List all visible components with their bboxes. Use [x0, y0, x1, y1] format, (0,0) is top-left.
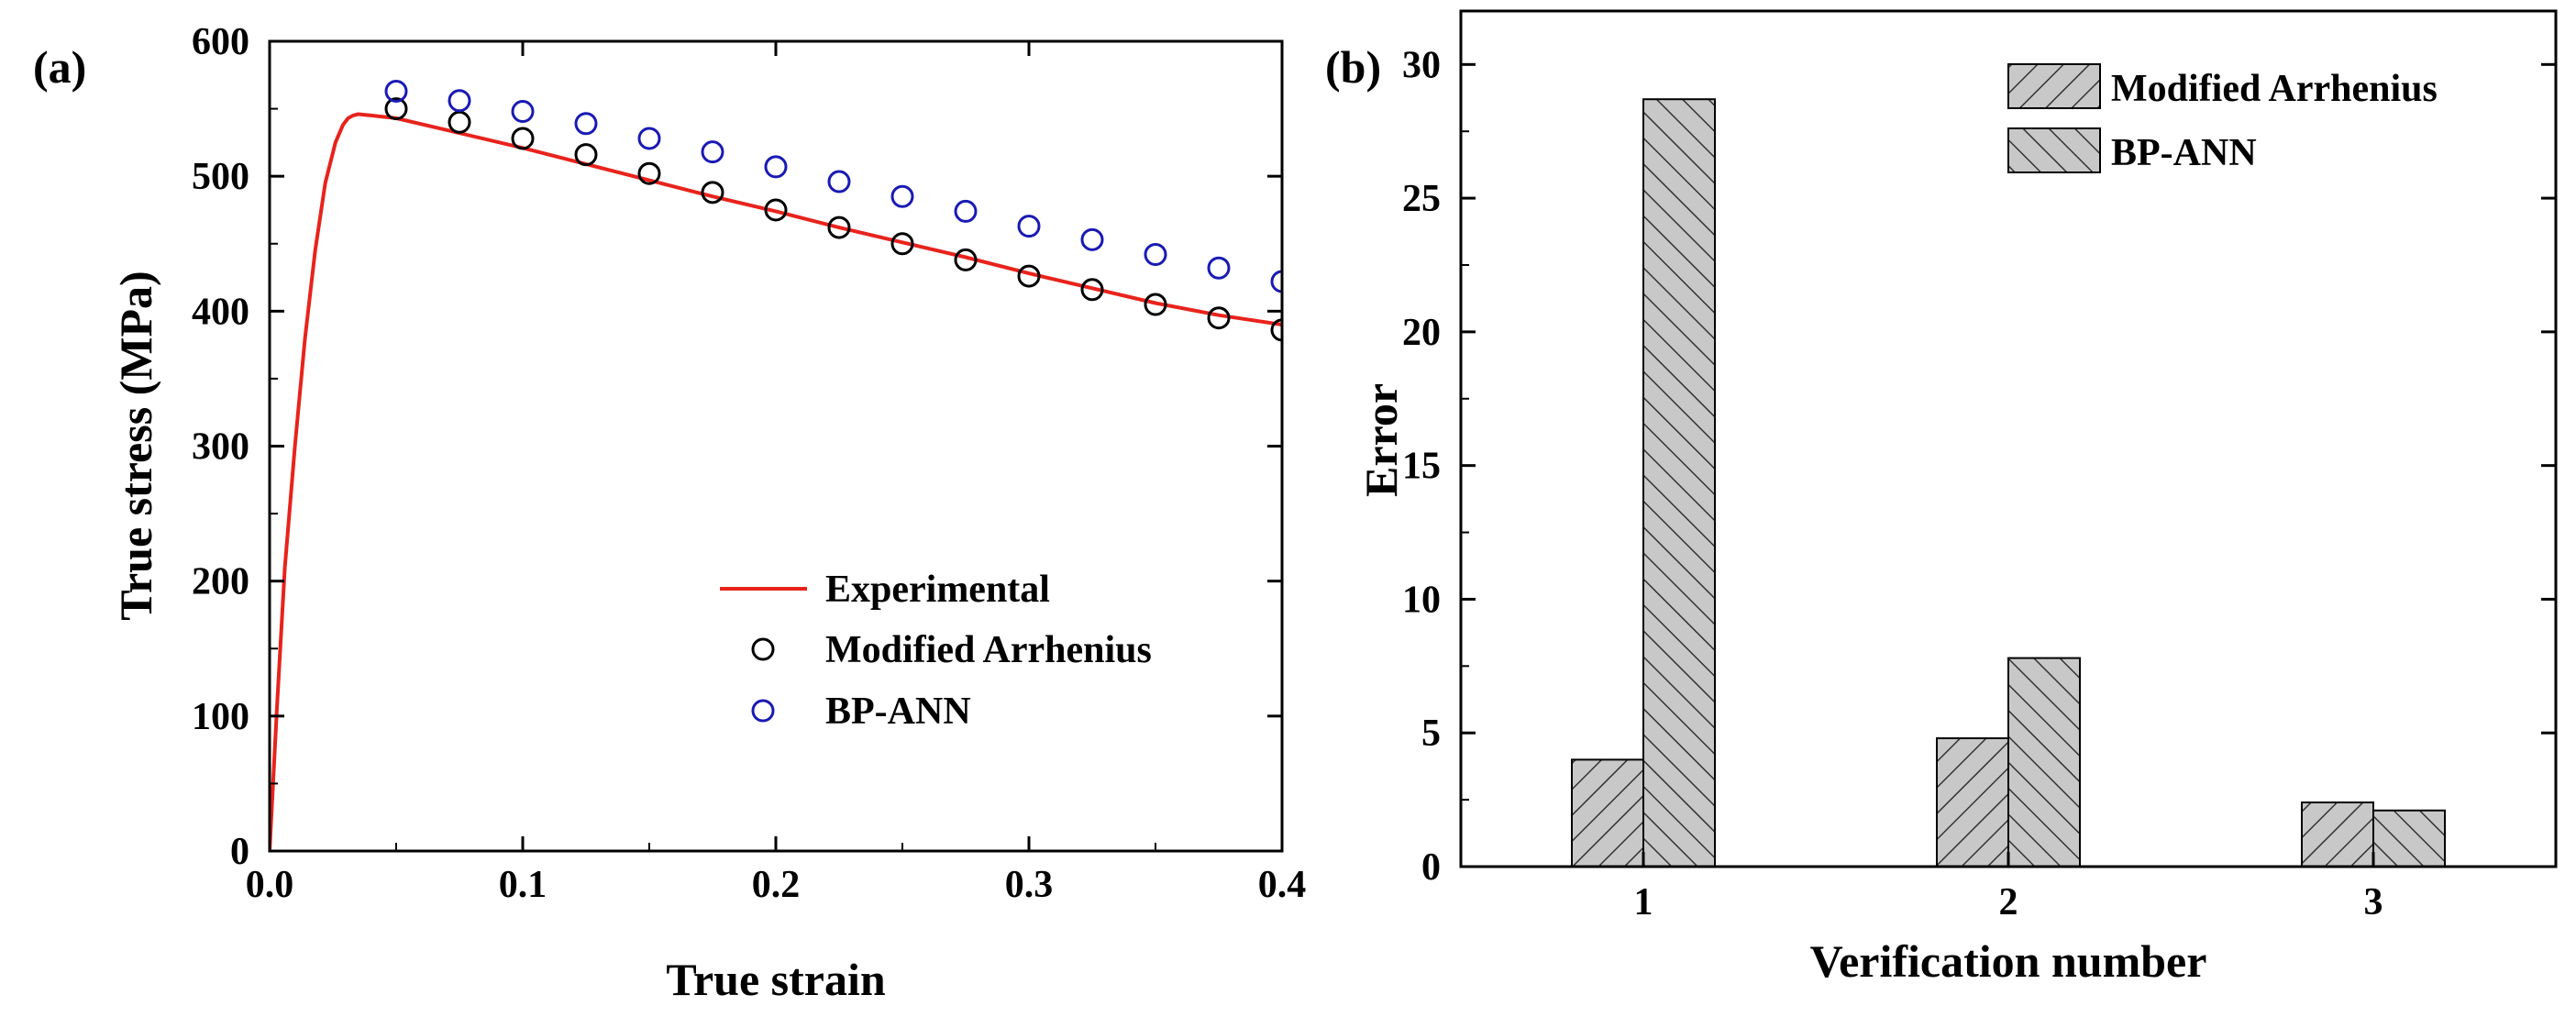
- chart-b-y-axis-label: Error: [1355, 383, 1407, 497]
- chart-b-y-tick-label: 20: [1402, 312, 1441, 354]
- chart-a-y-tick-label: 500: [192, 156, 249, 198]
- bp-ann-point: [637, 127, 661, 150]
- bar-bp-ann: [2007, 657, 2081, 868]
- legend-modified-arrhenius-label: Modified Arrhenius: [825, 629, 1152, 671]
- modified-arrhenius-point: [1080, 278, 1104, 302]
- chart-a-frame: [268, 39, 1284, 853]
- modified-arrhenius-point: [890, 232, 914, 256]
- bar-modified-arrhenius: [1571, 758, 1644, 868]
- legend-bp-ann-swatch: [751, 699, 775, 723]
- chart-a-x-tick-label: 0.0: [246, 864, 294, 906]
- bar-bp-ann: [1642, 98, 1716, 868]
- bp-ann-point: [701, 140, 724, 164]
- bp-ann-point: [574, 112, 598, 136]
- chart-a-y-tick-label: 200: [192, 561, 249, 603]
- bp-ann-point: [827, 170, 851, 193]
- legend-bp-ann-label: BP-ANN: [825, 691, 971, 733]
- series-experimental-line: [270, 112, 1282, 851]
- chart-b-x-tick-label: 3: [2364, 881, 2383, 923]
- bp-ann-point: [511, 100, 535, 124]
- modified-arrhenius-point: [827, 216, 851, 239]
- bp-ann-point: [1080, 227, 1104, 251]
- chart-b-y-tick-label: 30: [1402, 44, 1441, 86]
- bp-ann-point: [764, 155, 788, 179]
- chart-b-y-tick-label: 15: [1402, 446, 1441, 488]
- legend-modified-arrhenius-swatch: [751, 637, 775, 661]
- modified-arrhenius-point: [1207, 306, 1231, 330]
- chart-a-y-tick-label: 400: [192, 291, 249, 333]
- chart-a-x-tick-label: 0.1: [499, 864, 547, 906]
- modified-arrhenius-point: [1270, 318, 1282, 342]
- bp-ann-point: [1207, 256, 1231, 280]
- chart-b-x-tick-label: 1: [1634, 881, 1653, 923]
- legend-modified-arrhenius-bar-swatch: [2007, 63, 2101, 109]
- modified-arrhenius-point: [954, 248, 978, 271]
- chart-b-x-axis-label: Verification number: [1810, 935, 2207, 987]
- legend-bp-ann-bar-label: BP-ANN: [2111, 132, 2257, 174]
- bp-ann-point: [954, 199, 978, 223]
- chart-a-axes: 0.0 0.1 0.2 0.3 0.4 0 100 200 300 400 500 600: [192, 21, 1306, 906]
- modified-arrhenius-point: [1144, 293, 1167, 316]
- chart-b-y-tick-label: 0: [1421, 846, 1441, 889]
- chart-b-y-tick-label: 10: [1402, 579, 1441, 621]
- bp-ann-point: [448, 89, 471, 113]
- chart-a-x-tick-label: 0.3: [1005, 864, 1054, 906]
- chart-a-x-tick-label: 0.4: [1258, 864, 1307, 906]
- modified-arrhenius-point: [701, 181, 724, 205]
- chart-a-plot-area: [270, 79, 1282, 851]
- bp-ann-point: [890, 184, 914, 208]
- chart-a-y-tick-label: 0: [230, 831, 249, 873]
- chart-b-panel-label: (b): [1325, 41, 1381, 93]
- modified-arrhenius-point: [637, 161, 661, 185]
- bp-ann-point: [1144, 243, 1167, 267]
- bp-ann-point: [1270, 270, 1282, 293]
- modified-arrhenius-point: [764, 198, 788, 222]
- chart-a-y-tick-label: 600: [192, 21, 249, 63]
- chart-a-y-axis-label: True stress (MPa): [110, 271, 161, 620]
- bar-modified-arrhenius: [2301, 801, 2374, 868]
- chart-a-y-tick-label: 300: [192, 426, 249, 469]
- chart-a-legend: Experimental Modified Arrhenius BP-ANN: [720, 569, 1152, 733]
- bar-bp-ann: [2372, 809, 2446, 868]
- chart-a-x-tick-label: 0.2: [752, 864, 801, 906]
- chart-a-x-axis-label: True strain: [666, 954, 886, 1005]
- chart-a: (a) 0.0 0.1 0.2 0.3 0.4 0 100 200 300 400 500 600 T…: [33, 21, 1306, 1005]
- modified-arrhenius-point: [511, 127, 535, 150]
- chart-b-x-tick-label: 2: [1999, 881, 2018, 923]
- chart-a-y-tick-label: 100: [192, 696, 249, 738]
- legend-experimental-label: Experimental: [825, 569, 1050, 611]
- modified-arrhenius-point: [384, 97, 408, 121]
- chart-b-y-tick-label: 5: [1421, 713, 1441, 755]
- legend-bp-ann-bar-swatch: [2007, 127, 2101, 173]
- modified-arrhenius-point: [574, 143, 598, 167]
- bp-ann-point: [384, 79, 408, 103]
- chart-b-axes: 0 5 10 15 20 25 30 1 2 3: [1402, 44, 2556, 923]
- modified-arrhenius-point: [1017, 264, 1041, 288]
- chart-a-panel-label: (a): [33, 41, 86, 93]
- chart-b-legend: Modified Arrhenius BP-ANN: [2007, 63, 2438, 174]
- modified-arrhenius-point: [448, 110, 471, 134]
- chart-b-y-tick-label: 25: [1402, 178, 1441, 220]
- bar-modified-arrhenius: [1936, 737, 2009, 868]
- chart-b-plot-area: [1571, 98, 2446, 868]
- bp-ann-point: [1017, 215, 1041, 238]
- legend-modified-arrhenius-bar-label: Modified Arrhenius: [2111, 68, 2438, 110]
